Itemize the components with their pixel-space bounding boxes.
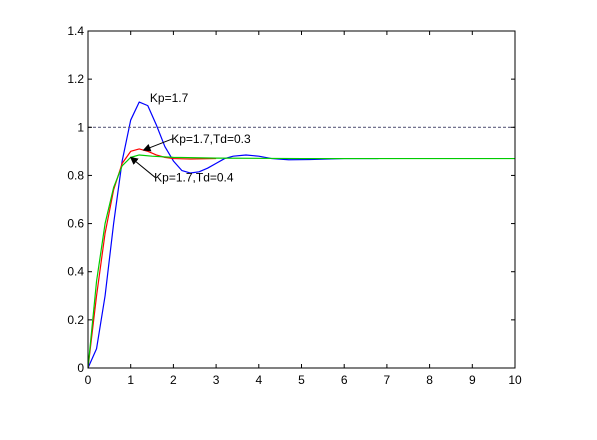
axes-frame (87, 30, 516, 369)
y-tick-label: 0.4 (67, 265, 84, 279)
x-tick-label: 3 (213, 373, 220, 387)
plot-area (88, 101, 515, 368)
annotation-label: Kp=1.7,Td=0.3 (171, 132, 251, 146)
x-tick-label: 2 (170, 373, 177, 387)
x-tick-label: 10 (508, 373, 522, 387)
y-tick-label: 1.2 (67, 72, 84, 86)
y-tick-label: 0.6 (67, 217, 84, 231)
x-tick-label: 7 (384, 373, 391, 387)
y-tick-label: 0.8 (67, 168, 84, 182)
x-tick-label: 4 (255, 373, 262, 387)
axes: 0 1 2 3 4 5 6 7 8 9 10 0 0.2 0.4 0.6 0.8 1 1.2 1.4 (67, 24, 522, 387)
annotation-arrow (142, 138, 173, 152)
series-line-3 (88, 154, 515, 368)
y-tick-label: 0.2 (67, 313, 84, 327)
series-line-2 (88, 148, 217, 368)
x-tick-label: 6 (341, 373, 348, 387)
x-tick-label: 9 (469, 373, 476, 387)
x-tick-label: 0 (85, 373, 92, 387)
y-tick-label: 1.4 (67, 24, 84, 38)
annotation-arrow (129, 156, 156, 178)
x-tick-label: 5 (298, 373, 305, 387)
annotation-label: Kp=1.7 (150, 91, 189, 105)
x-tick-label: 8 (426, 373, 433, 387)
y-tick-label: 0 (77, 361, 84, 375)
annotation-label: Kp=1.7,Td=0.4 (154, 170, 234, 184)
annotations: Kp=1.7 Kp=1.7,Td=0.3 Kp=1.7,Td=0.4 (129, 91, 251, 184)
x-tick-label: 1 (127, 373, 134, 387)
y-tick-label: 1 (77, 120, 84, 134)
